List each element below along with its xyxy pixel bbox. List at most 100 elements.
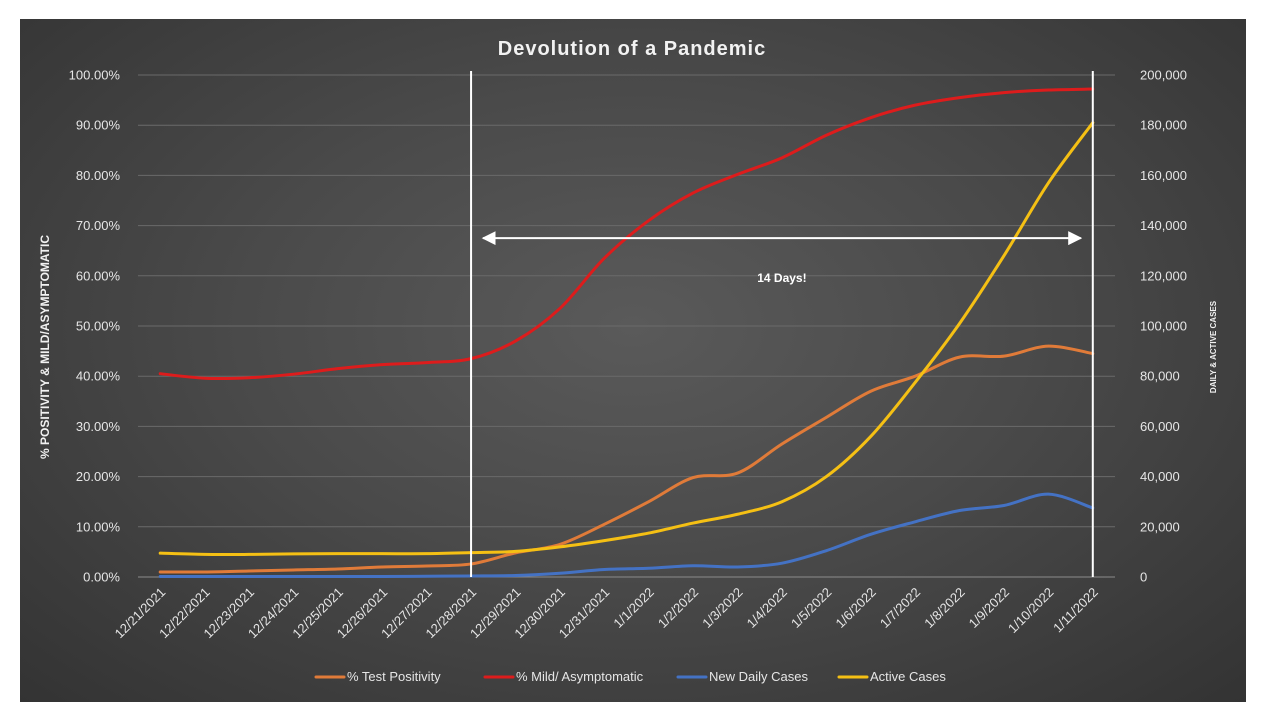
series-active-cases-point <box>292 552 295 556</box>
x-tick-label: 1/8/2022 <box>921 585 967 631</box>
series-new-daily-cases-line <box>158 492 1095 579</box>
gridlines <box>138 74 1115 578</box>
right-tick-label: 0 <box>1140 570 1147 585</box>
series-test-positivity-point <box>1002 354 1006 358</box>
left-tick-label: 10.00% <box>76 519 121 534</box>
series-test-positivity-point <box>203 570 206 574</box>
x-tick-label: 1/6/2022 <box>832 585 878 631</box>
series-active-cases-point <box>869 435 872 438</box>
right-tick-label: 120,000 <box>1140 268 1187 283</box>
series-active-cases-point <box>736 513 739 516</box>
series-active-cases-point <box>825 475 828 478</box>
left-tick-label: 90.00% <box>76 118 121 133</box>
series-mild-asymptomatic-point <box>247 376 251 379</box>
left-tick-label: 60.00% <box>76 268 121 283</box>
x-tick-label: 1/5/2022 <box>788 585 834 631</box>
series-active-cases-point <box>1002 254 1006 257</box>
series-test-positivity-point <box>159 570 162 574</box>
left-tick-label: 50.00% <box>76 319 121 334</box>
series-mild-asymptomatic-point <box>1002 91 1006 94</box>
series-new-daily-cases-point <box>425 575 428 578</box>
series-active-cases-point <box>336 552 340 555</box>
series-new-daily-cases-point <box>381 575 384 578</box>
series-test-positivity-point <box>647 500 650 503</box>
series-test-positivity-point <box>1047 344 1050 348</box>
series-active-cases-point <box>558 545 562 549</box>
series-active-cases-point <box>780 500 784 503</box>
x-tick-label: 1/2/2022 <box>655 585 701 631</box>
series-test-positivity-point <box>336 567 340 571</box>
right-tick-label: 100,000 <box>1140 319 1187 334</box>
series-active-cases-point <box>691 521 695 525</box>
series-active-cases-point <box>1047 181 1050 185</box>
legend-active-cases-label: Active Cases <box>870 669 946 684</box>
series-mild-asymptomatic-point <box>1047 88 1050 92</box>
series-test-positivity-point <box>780 442 784 446</box>
series-new-daily-cases-point <box>292 575 295 578</box>
series-mild-asymptomatic-point <box>336 367 340 370</box>
series-new-daily-cases-point <box>869 533 872 536</box>
series-test-positivity-point <box>869 390 872 393</box>
right-tick-label: 20,000 <box>1140 519 1180 534</box>
series-test-positivity-point <box>247 569 251 573</box>
series-new-daily-cases-point <box>203 575 206 578</box>
series-active-cases-point <box>247 553 251 556</box>
series-new-daily-cases-point <box>691 564 695 567</box>
left-tick-label: 20.00% <box>76 469 121 484</box>
series-test-positivity-point <box>603 523 606 526</box>
x-tick-label: 1/3/2022 <box>699 585 745 631</box>
left-tick-label: 100.00% <box>69 68 121 83</box>
series-new-daily-cases-point <box>825 549 828 552</box>
series-test-positivity-point <box>292 568 295 572</box>
right-axis-ticks: 0 20,000 40,000 60,000 80,000 100,000 120,000 1… <box>1140 68 1187 585</box>
series-active-cases-line <box>158 121 1095 557</box>
series-mild-asymptomatic-point <box>514 339 517 343</box>
right-tick-label: 60,000 <box>1140 419 1180 434</box>
series-new-daily-cases-point <box>558 572 562 575</box>
legend: % Test Positivity % Mild/ Asymptomatic New… <box>314 669 946 684</box>
x-tick-label: 1/4/2022 <box>744 585 790 631</box>
series-mild-asymptomatic-point <box>558 307 562 310</box>
right-tick-label: 160,000 <box>1140 168 1187 183</box>
series-new-daily-cases-point <box>913 520 917 523</box>
series-new-daily-cases-point <box>958 509 961 512</box>
series-mild-asymptomatic-point <box>159 372 162 375</box>
right-axis-title: DAILY & ACTIVE CASES <box>1209 300 1218 393</box>
right-tick-label: 140,000 <box>1140 218 1187 233</box>
series-mild-asymptomatic-point <box>292 372 295 376</box>
series-mild-asymptomatic-point <box>647 219 650 222</box>
series-active-cases-point <box>514 550 517 553</box>
x-axis-ticks: 12/21/202112/22/202112/23/202112/24/2021… <box>112 585 1101 642</box>
x-tick-label: 1/7/2022 <box>877 585 923 631</box>
series-active-cases-point <box>425 552 428 555</box>
annotation-layer: 14 Days! <box>470 71 1094 577</box>
series-test-positivity-point <box>381 565 384 569</box>
series-test-positivity-line <box>158 344 1095 574</box>
x-tick-label: 1/11/2022 <box>1050 585 1101 636</box>
series-active-cases-point <box>913 381 917 384</box>
series-new-daily-cases-point <box>1047 492 1050 496</box>
series-mild-asymptomatic-point <box>780 156 784 160</box>
series-mild-asymptomatic-point <box>913 103 917 107</box>
series-active-cases-point <box>603 539 606 542</box>
right-tick-label: 200,000 <box>1140 68 1187 83</box>
chart-frame: Devolution of a Pandemic 0.00% 10.00% 20.0… <box>20 19 1246 702</box>
series-new-daily-cases-point <box>514 574 517 577</box>
left-tick-label: 80.00% <box>76 168 121 183</box>
series-new-daily-cases-point <box>736 565 739 569</box>
right-tick-label: 180,000 <box>1140 118 1187 133</box>
series-active-cases-point <box>647 531 650 535</box>
series-test-positivity-point <box>425 564 428 568</box>
series-new-daily-cases-point <box>247 575 251 578</box>
series-layer <box>158 87 1095 579</box>
left-tick-label: 40.00% <box>76 369 121 384</box>
right-tick-label: 80,000 <box>1140 369 1180 384</box>
left-tick-label: 30.00% <box>76 419 121 434</box>
series-mild-asymptomatic-point <box>736 173 739 176</box>
series-new-daily-cases-point <box>780 561 784 565</box>
left-axis-title: % POSITIVITY & MILD/ASYMPTOMATIC <box>38 235 52 459</box>
series-mild-asymptomatic-point <box>869 116 872 119</box>
series-test-positivity-point <box>913 375 917 378</box>
chart-svg: Devolution of a Pandemic 0.00% 10.00% 20.0… <box>38 38 1218 684</box>
series-new-daily-cases-point <box>336 575 340 578</box>
